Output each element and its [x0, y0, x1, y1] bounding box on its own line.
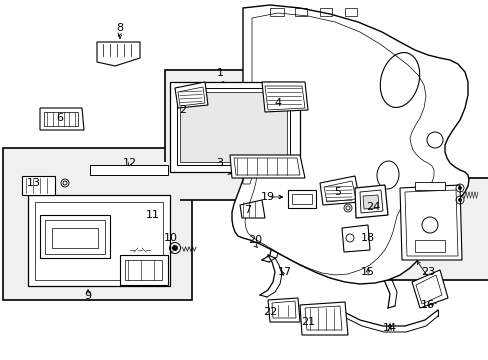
- Bar: [337, 178, 488, 280]
- Polygon shape: [414, 182, 444, 190]
- Text: 17: 17: [277, 267, 291, 277]
- Bar: [3, 148, 192, 300]
- Polygon shape: [231, 5, 468, 284]
- Text: 13: 13: [27, 178, 41, 188]
- Text: 12: 12: [122, 158, 137, 168]
- Polygon shape: [170, 82, 299, 172]
- Polygon shape: [411, 270, 447, 308]
- Polygon shape: [40, 108, 84, 130]
- Text: 8: 8: [116, 23, 123, 33]
- Text: 21: 21: [300, 317, 314, 327]
- Text: 24: 24: [365, 202, 379, 212]
- Polygon shape: [97, 42, 140, 66]
- Text: 22: 22: [263, 307, 277, 317]
- Polygon shape: [267, 298, 299, 322]
- Text: 15: 15: [360, 267, 374, 277]
- Polygon shape: [354, 185, 387, 218]
- Text: 9: 9: [84, 291, 91, 301]
- Ellipse shape: [172, 246, 177, 251]
- Text: 1: 1: [216, 68, 223, 78]
- Polygon shape: [399, 185, 461, 260]
- Polygon shape: [362, 195, 378, 209]
- Bar: [164, 70, 325, 200]
- Text: 11: 11: [146, 210, 160, 220]
- Polygon shape: [229, 155, 305, 178]
- Polygon shape: [341, 225, 369, 252]
- Polygon shape: [28, 195, 170, 286]
- Polygon shape: [240, 200, 264, 218]
- Text: 23: 23: [420, 267, 434, 277]
- Polygon shape: [299, 302, 347, 335]
- Text: 10: 10: [163, 233, 178, 243]
- Polygon shape: [175, 82, 207, 108]
- Text: 4: 4: [274, 98, 281, 108]
- Text: 5: 5: [334, 187, 341, 197]
- Text: 14: 14: [382, 323, 396, 333]
- Polygon shape: [18, 162, 180, 290]
- Polygon shape: [180, 92, 286, 162]
- Text: 7: 7: [244, 205, 251, 215]
- Text: 16: 16: [420, 300, 434, 310]
- Text: 3: 3: [216, 158, 223, 168]
- Polygon shape: [120, 255, 168, 285]
- Polygon shape: [90, 165, 168, 175]
- Text: 2: 2: [179, 105, 186, 115]
- Text: 18: 18: [360, 233, 374, 243]
- Polygon shape: [287, 190, 315, 208]
- Polygon shape: [22, 176, 55, 195]
- Text: 6: 6: [57, 113, 63, 123]
- Polygon shape: [40, 215, 110, 258]
- Text: 20: 20: [247, 235, 262, 245]
- Ellipse shape: [458, 186, 461, 189]
- Polygon shape: [319, 176, 359, 205]
- Text: 19: 19: [261, 192, 274, 202]
- Ellipse shape: [458, 198, 461, 202]
- Polygon shape: [262, 82, 307, 112]
